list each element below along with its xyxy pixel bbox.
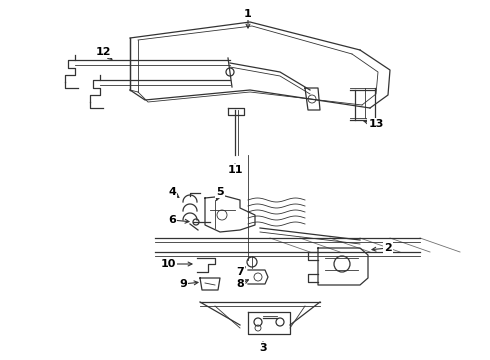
Text: 4: 4 (168, 187, 176, 197)
Text: 2: 2 (384, 243, 392, 253)
Text: 7: 7 (236, 267, 244, 277)
Text: 9: 9 (179, 279, 187, 289)
Text: 12: 12 (95, 47, 111, 57)
Text: 3: 3 (259, 343, 267, 353)
Text: 11: 11 (227, 165, 243, 175)
Text: 1: 1 (244, 9, 252, 19)
Text: 10: 10 (160, 259, 176, 269)
Text: 8: 8 (236, 279, 244, 289)
Text: 5: 5 (216, 187, 224, 197)
Text: 13: 13 (368, 119, 384, 129)
Text: 6: 6 (168, 215, 176, 225)
